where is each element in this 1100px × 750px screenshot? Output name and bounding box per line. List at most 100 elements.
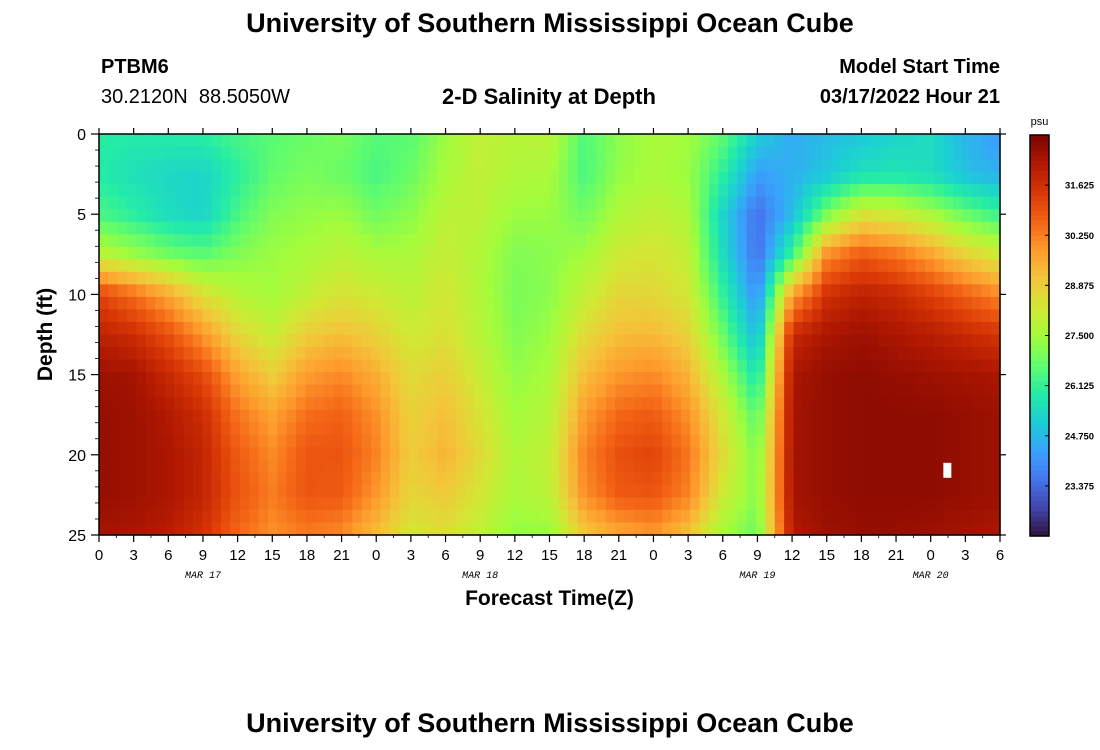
heatmap-cell (493, 522, 504, 536)
heatmap-cell (230, 296, 241, 311)
heatmap-cell (887, 184, 898, 198)
colorbar-segment (1030, 305, 1049, 312)
heatmap-cell (737, 397, 748, 411)
heatmap-cell (953, 184, 964, 198)
heatmap-cell (183, 209, 194, 223)
heatmap-cell (849, 296, 860, 311)
heatmap-cell (277, 196, 288, 210)
heatmap-cell (971, 397, 982, 411)
heatmap-cell (511, 209, 522, 223)
heatmap-cell (474, 334, 485, 348)
heatmap-cell (812, 472, 823, 486)
heatmap-cell (221, 146, 231, 160)
heatmap-cell (211, 221, 222, 235)
heatmap-cell (202, 296, 213, 311)
heatmap-cell (164, 509, 175, 524)
heatmap-cell (765, 522, 776, 536)
heatmap-cell (605, 384, 616, 398)
heatmap-cell (145, 321, 156, 336)
heatmap-cell (399, 422, 410, 436)
heatmap-cell (333, 134, 344, 148)
heatmap-cell (267, 284, 278, 298)
heatmap-cell (633, 134, 644, 148)
heatmap-cell (765, 171, 776, 185)
heatmap-cell (314, 422, 325, 436)
heatmap-cell (934, 284, 945, 298)
heatmap-cell (887, 447, 898, 461)
heatmap-cell (521, 347, 532, 361)
heatmap-cell (587, 309, 598, 323)
heatmap-cell (474, 134, 485, 148)
heatmap-cell (568, 234, 579, 248)
heatmap-cell (615, 484, 626, 499)
heatmap-cell (680, 246, 691, 260)
heatmap-cell (727, 246, 738, 260)
heatmap-cell (352, 271, 363, 285)
heatmap-cell (352, 409, 363, 423)
heatmap-cell (906, 397, 917, 411)
heatmap-cell (436, 384, 447, 398)
heatmap-cell (183, 309, 194, 323)
heatmap-cell (117, 422, 128, 436)
heatmap-cell (831, 284, 842, 298)
heatmap-cell (333, 384, 344, 398)
heatmap-cell (765, 347, 776, 361)
heatmap-cell (643, 234, 654, 248)
heatmap-cell (906, 246, 917, 260)
heatmap-cell (765, 334, 776, 348)
heatmap-cell (258, 271, 269, 285)
heatmap-cell (446, 409, 457, 423)
heatmap-cell (267, 422, 278, 436)
heatmap-cell (192, 422, 203, 436)
heatmap-cell (155, 259, 166, 273)
heatmap-cell (662, 171, 673, 185)
heatmap-cell (568, 472, 579, 486)
heatmap-cell (164, 497, 175, 511)
heatmap-cell (380, 434, 391, 448)
heatmap-cell (737, 347, 748, 361)
heatmap-cell (633, 321, 644, 336)
heatmap-cell (145, 246, 156, 260)
heatmap-cell (305, 334, 316, 348)
heatmap-cell (436, 509, 447, 524)
heatmap-cell (258, 134, 269, 148)
heatmap-cell (164, 409, 175, 423)
heatmap-cell (840, 309, 851, 323)
heatmap-cell (408, 509, 419, 524)
heatmap-cell (887, 134, 898, 148)
heatmap-cell (915, 196, 926, 210)
heatmap-cell (296, 472, 307, 486)
heatmap-cell (680, 359, 691, 373)
heatmap-cell (493, 447, 504, 461)
heatmap-cell (718, 259, 729, 273)
heatmap-cell (136, 321, 147, 336)
heatmap-cell (934, 159, 945, 173)
heatmap-cell (971, 484, 982, 499)
heatmap-cell (427, 434, 438, 448)
heatmap-cell (990, 447, 1001, 461)
heatmap-cell (821, 422, 832, 436)
heatmap-cell (296, 409, 307, 423)
heatmap-cell (324, 159, 335, 173)
heatmap-cell (239, 296, 250, 311)
heatmap-cell (727, 284, 738, 298)
heatmap-cell (474, 509, 485, 524)
heatmap-cell (136, 347, 147, 361)
heatmap-cell (277, 447, 288, 461)
heatmap-cell (962, 271, 973, 285)
heatmap-cell (446, 459, 457, 473)
heatmap-cell (671, 422, 682, 436)
heatmap-cell (277, 484, 288, 499)
heatmap-cell (389, 259, 400, 273)
heatmap-cell (990, 484, 1001, 499)
heatmap-cell (108, 259, 119, 273)
heatmap-cell (643, 309, 654, 323)
heatmap-cell (493, 284, 504, 298)
heatmap-cell (164, 146, 175, 160)
heatmap-cell (174, 134, 185, 148)
heatmap-cell (915, 347, 926, 361)
heatmap-cell (662, 334, 673, 348)
heatmap-cell (633, 347, 644, 361)
heatmap-cell (587, 184, 598, 198)
heatmap-cell (896, 271, 907, 285)
